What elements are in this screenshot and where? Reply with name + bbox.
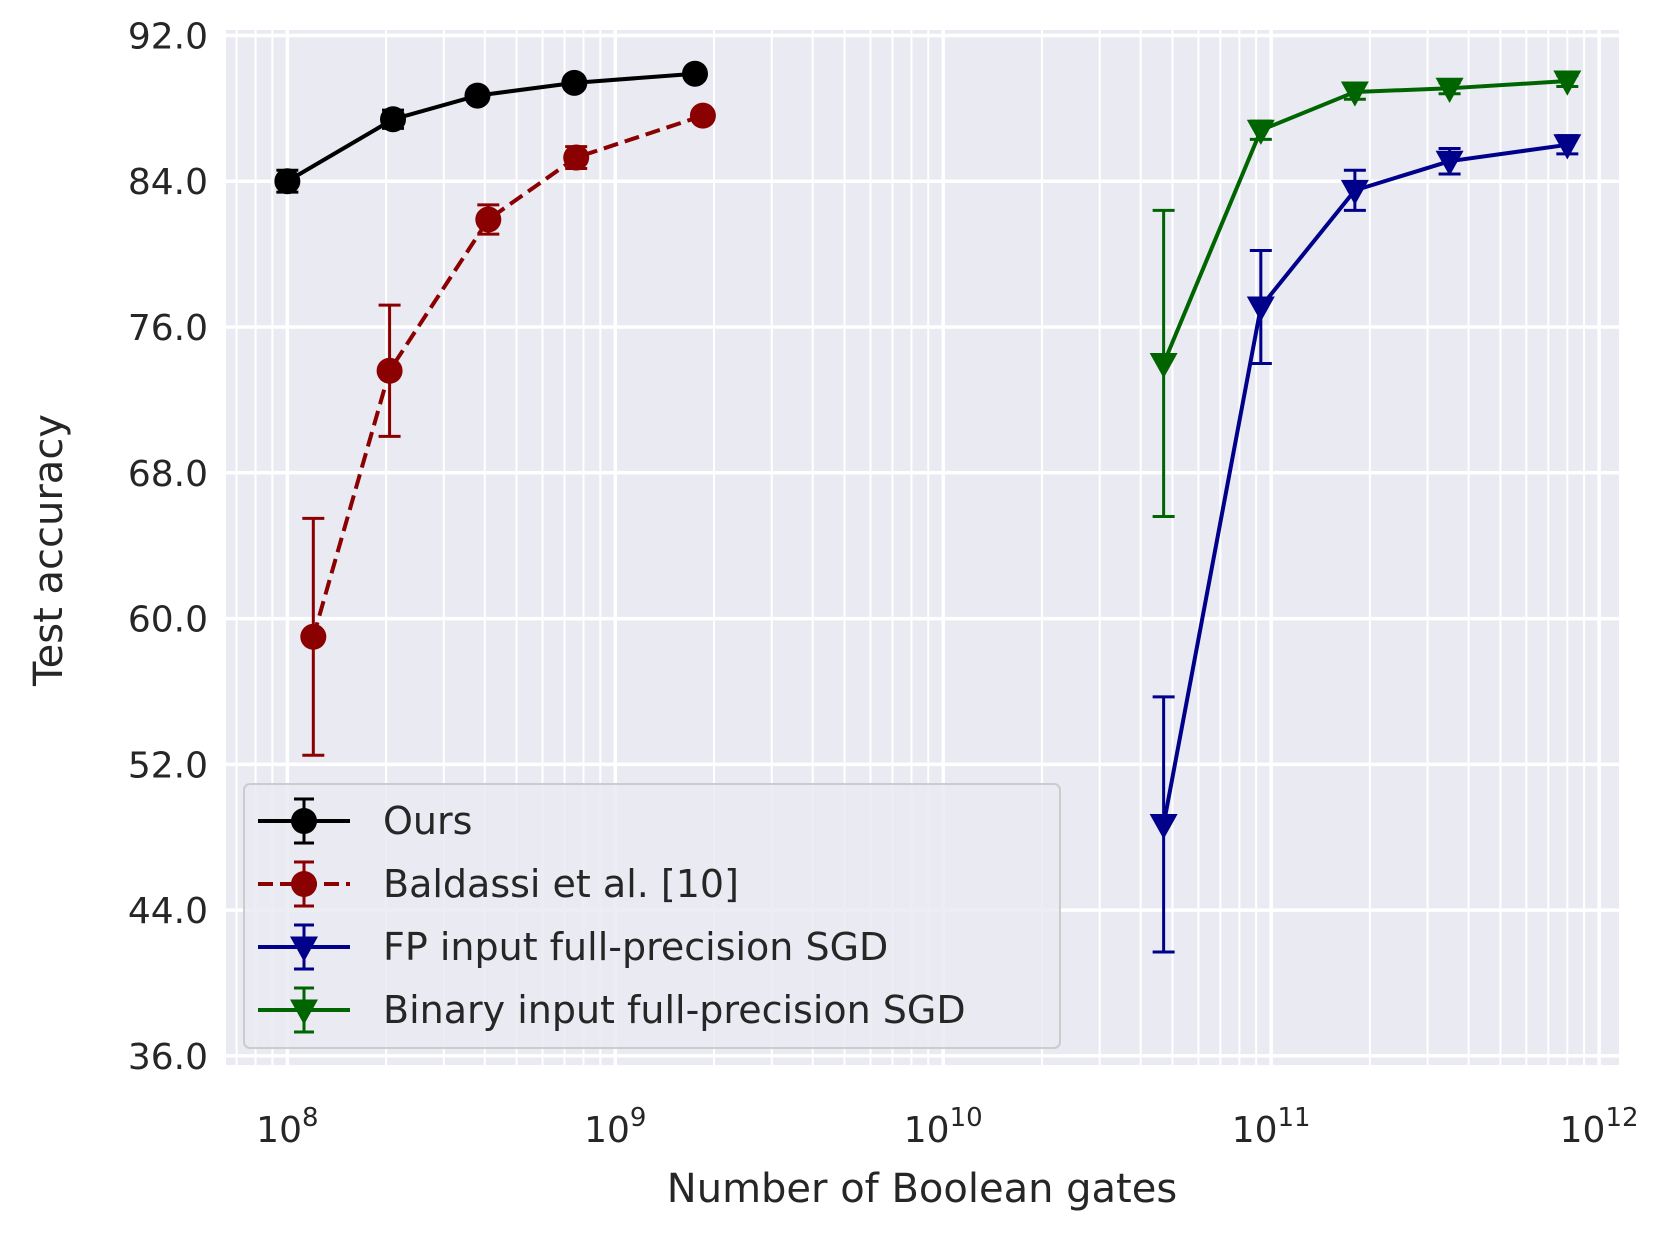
x-tick-label: 1010: [904, 1103, 983, 1151]
x-tick-label: 108: [256, 1103, 318, 1151]
legend: Ours Baldassi et al. [10] FP input full-pr…: [243, 783, 1061, 1049]
data-point: [290, 936, 318, 962]
y-tick-label: 44.0: [128, 891, 208, 932]
series-1: [300, 102, 716, 757]
y-tick-label: 92.0: [128, 16, 208, 57]
y-tick-label: 52.0: [128, 745, 208, 786]
y-tick-label: 76.0: [128, 308, 208, 349]
data-point: [300, 623, 327, 650]
data-point: [1435, 150, 1464, 176]
data-point: [563, 144, 590, 171]
y-axis-title: Test accuracy: [26, 414, 72, 687]
x-tick-base: 10: [584, 1110, 630, 1151]
y-tick-label: 36.0: [128, 1037, 208, 1078]
x-axis-title: Number of Boolean gates: [667, 1166, 1177, 1212]
data-point: [1149, 813, 1178, 840]
series-line: [311, 113, 704, 638]
data-point: [1246, 119, 1275, 145]
x-tick-labels: 108 109 1010 1011 1012: [256, 1103, 1638, 1151]
data-point: [681, 60, 708, 87]
data-point: [376, 357, 403, 384]
data-point: [464, 82, 491, 109]
data-point: [689, 102, 716, 129]
x-tick-base: 10: [904, 1110, 950, 1151]
series-3: [1149, 70, 1582, 519]
data-point: [1553, 134, 1582, 160]
series-layer: [274, 60, 1582, 954]
data-point: [291, 808, 317, 834]
x-tick-exponent: 12: [1605, 1103, 1638, 1133]
data-point: [1553, 70, 1582, 96]
data-point: [380, 106, 407, 133]
legend-entry-1: Baldassi et al. [10]: [258, 860, 739, 908]
x-tick-exponent: 10: [950, 1103, 983, 1133]
data-point: [1435, 77, 1464, 104]
data-point: [1340, 179, 1369, 206]
y-tick-label: 84.0: [128, 162, 208, 203]
x-tick-exponent: 11: [1278, 1103, 1311, 1133]
x-tick-exponent: 9: [630, 1103, 647, 1133]
data-point: [475, 206, 502, 233]
x-tick-exponent: 8: [302, 1103, 319, 1133]
legend-entry-3: Binary input full-precision SGD: [258, 986, 966, 1034]
legend-label: Ours: [383, 799, 472, 843]
x-tick-label: 1011: [1232, 1103, 1311, 1151]
x-tick-label: 1012: [1560, 1103, 1639, 1151]
legend-label: Baldassi et al. [10]: [383, 862, 739, 906]
y-tick-label: 68.0: [128, 454, 208, 495]
x-tick-base: 10: [256, 1110, 302, 1151]
legend-label: Binary input full-precision SGD: [383, 988, 966, 1032]
x-tick-label: 109: [584, 1103, 646, 1151]
legend-frame: [243, 783, 1061, 1049]
y-tick-label: 60.0: [128, 600, 208, 641]
data-point: [1246, 296, 1275, 322]
x-tick-base: 10: [1232, 1110, 1278, 1151]
legend-label: FP input full-precision SGD: [383, 925, 888, 969]
series-0: [274, 60, 708, 195]
data-point: [561, 69, 588, 96]
data-point: [1149, 352, 1178, 379]
series-2: [1149, 134, 1582, 954]
legend-entry-2: FP input full-precision SGD: [258, 923, 888, 971]
data-point: [1340, 81, 1369, 107]
data-point: [290, 999, 318, 1025]
y-tick-labels: 36.0 44.0 52.0 60.0 68.0 76.0 84.0 92.0: [128, 16, 208, 1077]
data-point: [274, 168, 301, 195]
x-tick-base: 10: [1560, 1110, 1606, 1151]
data-point: [291, 871, 317, 897]
legend-entry-0: Ours: [258, 797, 472, 845]
